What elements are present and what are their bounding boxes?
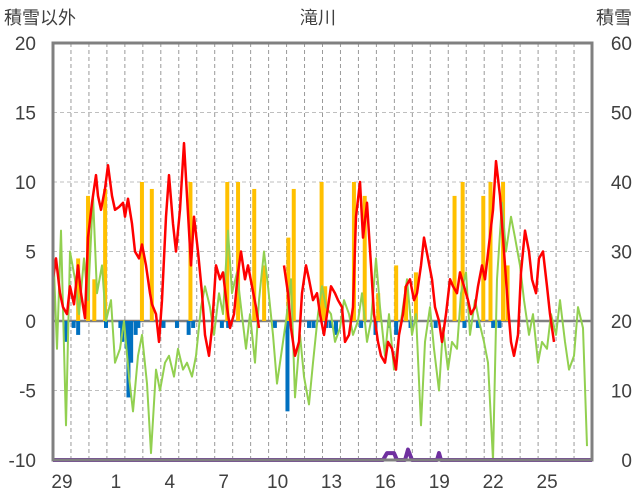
precipitation-bar [475,321,480,328]
precipitation-bar [126,321,131,398]
sunshine-bar [394,265,399,321]
precipitation-bar [76,321,81,335]
x-tick-label: 10 [267,472,288,493]
precipitation-bar [161,321,166,328]
precipitation-bar [191,321,196,328]
series-lines [51,141,592,462]
x-tick-label: 29 [51,472,72,493]
x-tick-label: 4 [164,472,175,493]
sunshine-bar [76,258,81,321]
precipitation-bar [285,321,290,412]
x-tick-label: 1 [111,472,122,493]
x-tick-labels: 29 1 4 7 10 13 16 19 22 25 [51,472,557,493]
precipitation-bar [174,321,179,328]
precipitation-bar [433,321,438,328]
right-tick-label: 20 [611,312,632,333]
precipitation-bar [462,321,467,328]
right-axis-label: 積雪 [596,8,632,28]
sunshine-bar [481,195,486,321]
green-series-line [52,194,588,461]
sunshine-bar [362,195,367,321]
sunshine-bar [488,182,493,321]
sunshine-bar [103,188,108,321]
left-axis-label: 積雪以外 [4,8,76,28]
left-tick-label: 0 [25,312,36,333]
right-tick-labels: 60 50 40 30 20 10 0 [611,34,632,472]
plot-frame [51,41,594,462]
x-tick-label: 7 [218,472,229,493]
precipitation-bar [311,321,316,328]
right-tick-label: 0 [621,451,632,472]
precipitation-bar [129,321,134,363]
x-tick-label: 22 [483,472,504,493]
temperature-line [51,141,261,358]
left-tick-label: -10 [9,451,36,472]
sunshine-bar [139,182,144,321]
right-tick-label: 60 [611,34,632,55]
precipitation-bar [219,321,224,328]
snow-depth-line [53,447,592,462]
precipitation-bar [133,321,138,335]
sunshine-bar [376,293,381,321]
sunshine-bar [252,188,257,321]
right-tick-label: 50 [611,104,632,125]
left-tick-labels: 20 15 10 5 0 -5 -10 [9,34,36,472]
sunshine-bar [149,188,154,321]
x-tick-label: 19 [429,472,450,493]
precipitation-bar [136,321,141,328]
sunshine-bar [262,265,267,321]
sunshine-bar [236,182,241,321]
sunshine-bar [319,182,324,321]
x-tick-label: 16 [375,472,396,493]
precipitation-bar [64,321,69,342]
sunshine-bar [460,182,465,321]
left-tick-label: 15 [15,104,36,125]
precipitation-bar [491,321,496,328]
left-tick-label: 5 [25,243,36,264]
precipitation-bar [71,321,76,328]
left-tick-label: 10 [15,173,36,194]
precipitation-bar [394,321,399,335]
precipitation-bar [307,321,312,328]
sunshine-bar [92,279,97,321]
x-tick-label: 13 [321,472,342,493]
left-tick-label: -5 [19,382,36,403]
right-tick-label: 30 [611,243,632,264]
sunshine-bar [404,286,409,321]
right-tick-label: 10 [611,382,632,403]
precipitation-bar [497,321,502,328]
x-tick-label: 25 [537,472,558,493]
precipitation-bar [328,321,333,328]
right-tick-label: 40 [611,173,632,194]
sunshine-bar [291,188,296,321]
precipitation-bar [104,321,109,328]
precipitation-bar [186,321,191,335]
precipitation-bar [333,321,338,335]
left-tick-label: 20 [15,34,36,55]
precipitation-bar [272,321,277,328]
sunshine-bar [286,237,291,321]
sunshine-bar [452,195,457,321]
temperature-line [282,159,556,371]
precipitation-bar [226,321,231,328]
chart-title: 滝川 [300,8,336,28]
precipitation-bar [359,321,364,328]
